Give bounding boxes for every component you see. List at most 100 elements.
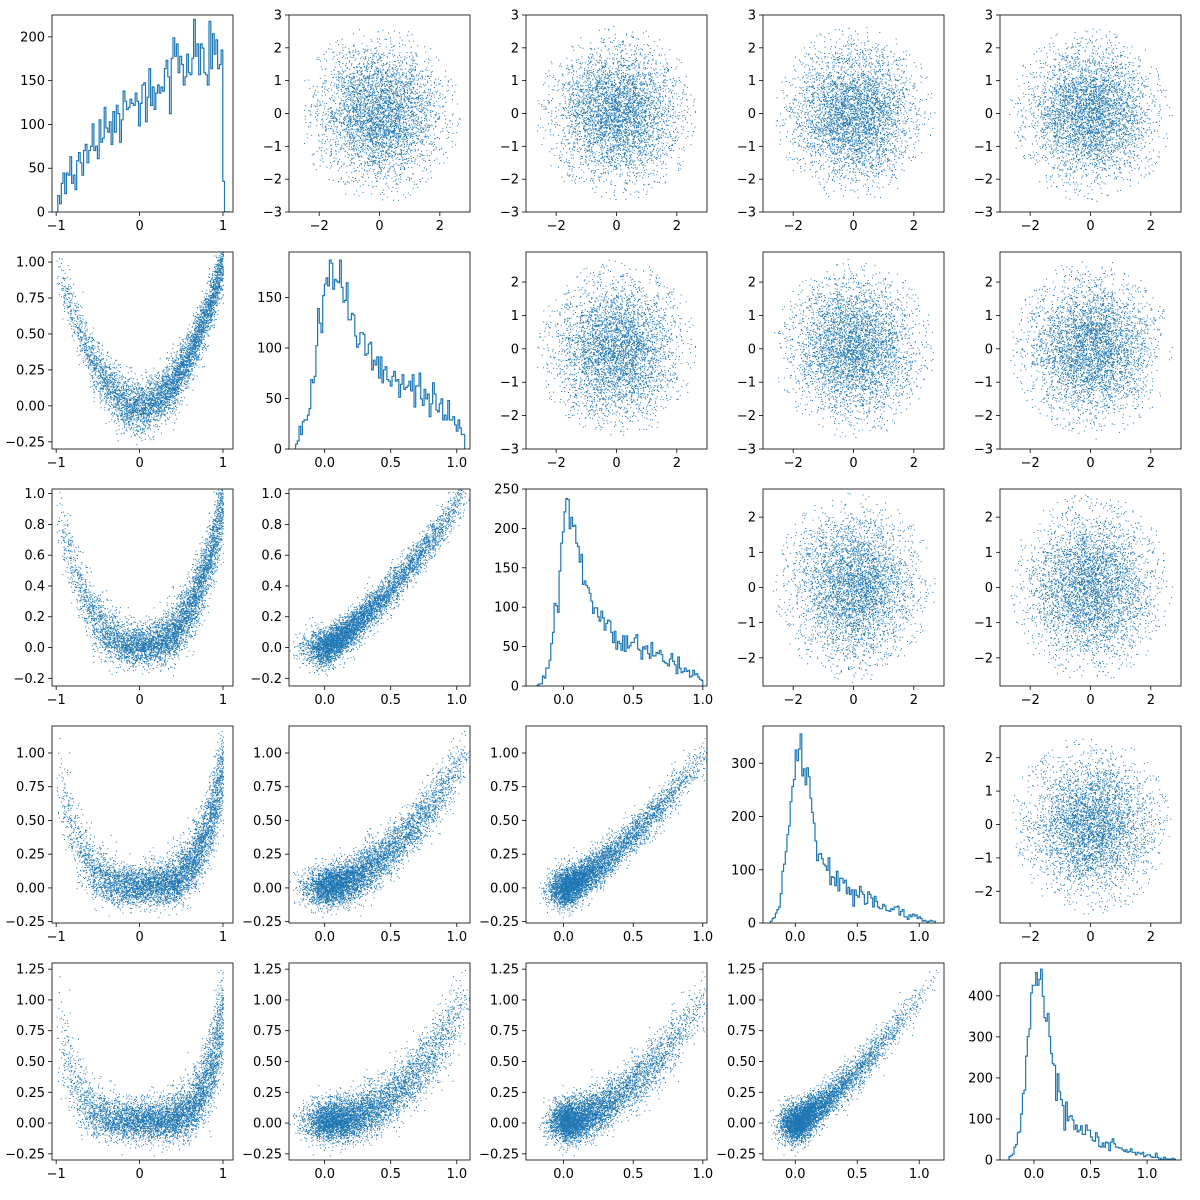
scatter-point <box>396 89 397 90</box>
scatter-point <box>397 104 398 105</box>
scatter-point <box>377 149 378 150</box>
scatter-point <box>422 71 423 72</box>
scatter-point <box>373 118 374 119</box>
scatter-point <box>329 120 330 121</box>
scatter-point <box>377 172 378 173</box>
scatter-point <box>400 146 401 147</box>
scatter-point <box>399 81 400 82</box>
scatter-point <box>387 115 388 116</box>
scatter-point <box>363 64 364 65</box>
scatter-point <box>366 82 367 83</box>
scatter-point <box>363 174 364 175</box>
scatter-point <box>342 147 343 148</box>
scatter-point <box>395 67 396 68</box>
scatter-point <box>386 137 387 138</box>
scatter-point <box>355 154 356 155</box>
y-tick-label: 150 <box>20 74 45 89</box>
scatter-point <box>391 121 392 122</box>
scatter-point <box>591 178 592 179</box>
scatter-point <box>418 96 419 97</box>
scatter-point <box>397 93 398 94</box>
scatter-point <box>429 95 430 96</box>
scatter-point <box>434 106 435 107</box>
scatter-point <box>355 89 356 90</box>
scatter-point <box>360 111 361 112</box>
scatter-point <box>366 130 367 131</box>
scatter-point <box>371 84 372 85</box>
scatter-point <box>395 176 396 177</box>
scatter-point <box>353 78 354 79</box>
scatter-point <box>379 58 380 59</box>
scatter-point <box>388 122 389 123</box>
scatter-point <box>386 124 387 125</box>
scatter-point <box>592 64 593 65</box>
scatter-point <box>374 112 375 113</box>
scatter-point <box>420 111 421 112</box>
plot-marks <box>537 26 696 200</box>
scatter-point <box>364 136 365 137</box>
scatter-point <box>332 116 333 117</box>
scatter-point <box>582 89 583 90</box>
scatter-point <box>420 142 421 143</box>
scatter-point <box>329 98 330 99</box>
scatter-point <box>348 99 349 100</box>
scatter-point <box>379 125 380 126</box>
scatter-point <box>627 161 628 162</box>
scatter-point <box>438 113 439 114</box>
scatter-point <box>395 150 396 151</box>
scatter-point <box>409 41 410 42</box>
scatter-point <box>356 58 357 59</box>
scatter-point <box>388 156 389 157</box>
scatter-point <box>377 101 378 102</box>
scatter-point <box>426 119 427 120</box>
scatter-point <box>603 102 604 103</box>
scatter-point <box>363 141 364 142</box>
scatter-point <box>609 38 610 39</box>
scatter-point <box>385 103 386 104</box>
scatter-point <box>408 107 409 108</box>
scatter-point <box>365 106 366 107</box>
scatter-point <box>416 184 417 185</box>
scatter-point <box>430 114 431 115</box>
scatter-point <box>382 112 383 113</box>
scatter-point <box>380 120 381 121</box>
scatter-point <box>360 138 361 139</box>
scatter-point <box>367 161 368 162</box>
scatter-point <box>590 87 591 88</box>
scatter-point <box>405 45 406 46</box>
scatter-point <box>390 114 391 115</box>
scatter-point <box>392 115 393 116</box>
scatter-point <box>664 116 665 117</box>
scatter-point <box>366 113 367 114</box>
scatter-point <box>391 74 392 75</box>
scatter-point <box>636 191 637 192</box>
scatter-point <box>581 64 582 65</box>
scatter-point <box>393 92 394 93</box>
scatter-point <box>413 68 414 69</box>
scatter-point <box>429 78 430 79</box>
scatter-point <box>393 140 394 141</box>
scatter-point <box>382 155 383 156</box>
scatter-point <box>375 119 376 120</box>
scatter-point <box>406 84 407 85</box>
scatter-point <box>386 88 387 89</box>
scatter-point <box>374 115 375 116</box>
scatter-point <box>457 104 458 105</box>
scatter-point <box>401 85 402 86</box>
scatter-point <box>380 80 381 81</box>
scatter-point <box>396 112 397 113</box>
scatter-point <box>572 65 573 66</box>
scatter-point <box>378 59 379 60</box>
scatter-point <box>376 145 377 146</box>
scatter-point <box>410 83 411 84</box>
scatter-point <box>629 154 630 155</box>
scatter-point <box>626 33 627 34</box>
scatter-point <box>341 177 342 178</box>
scatter-point <box>394 102 395 103</box>
scatter-point <box>387 111 388 112</box>
scatter-point <box>353 112 354 113</box>
scatter-point <box>423 84 424 85</box>
scatter-point <box>588 75 589 76</box>
scatter-point <box>376 114 377 115</box>
scatter-point <box>365 129 366 130</box>
